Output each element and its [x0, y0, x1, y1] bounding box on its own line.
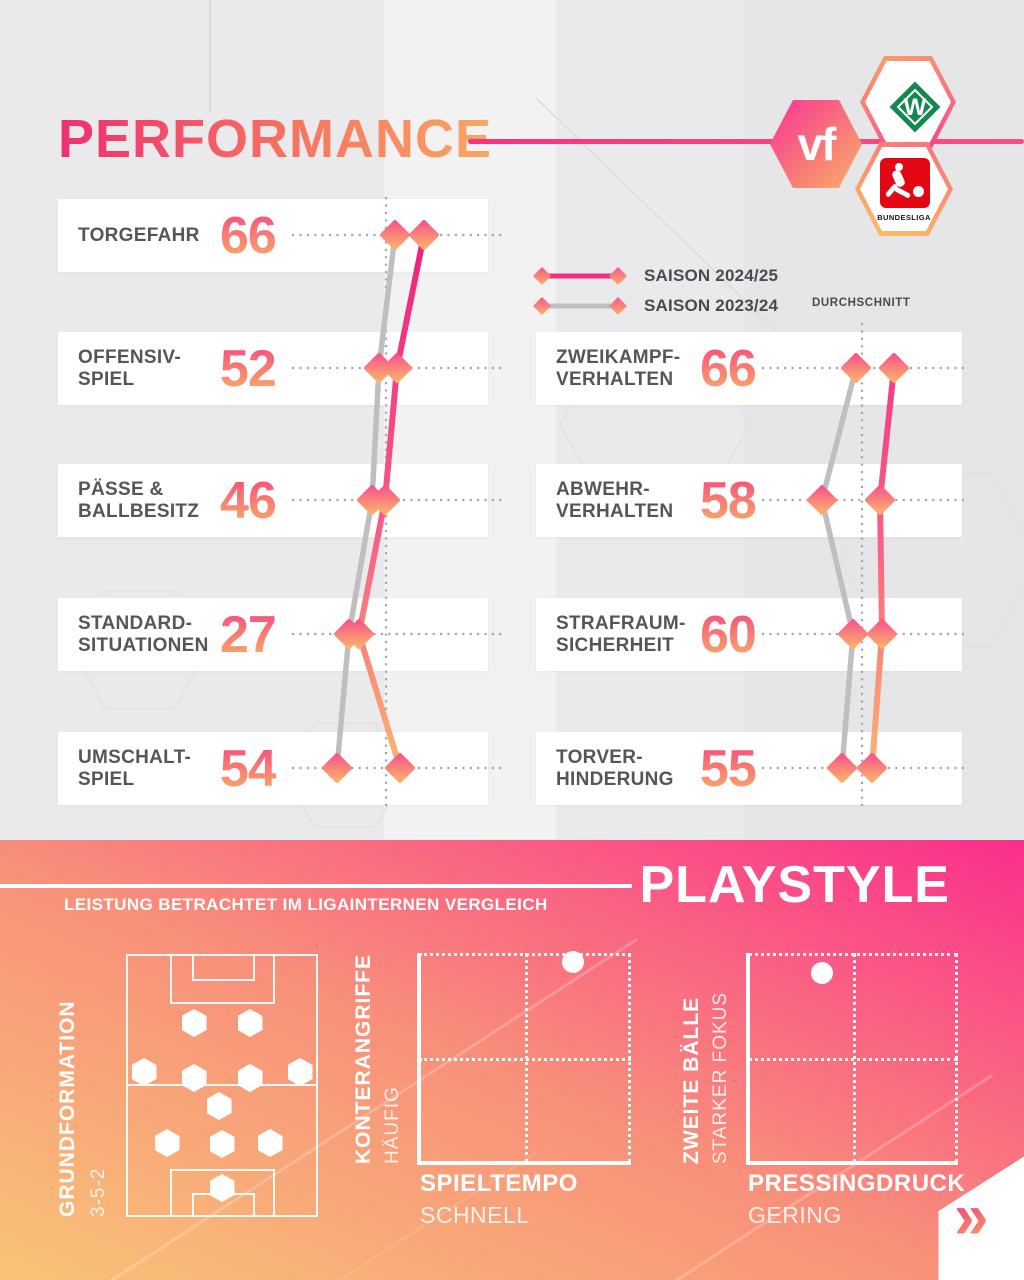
metric-label: TORVER- HINDERUNG	[556, 746, 674, 790]
metric-card: PÄSSE & BALLBESITZ 46	[58, 464, 488, 537]
average-label: DURCHSCHNITT	[812, 297, 911, 309]
player-hexagon	[237, 1009, 263, 1037]
quadrant-chart-pressingdruck	[746, 953, 958, 1165]
legend-item-previous-season: SAISON 2023/24	[528, 293, 778, 319]
metric-value: 52	[220, 339, 277, 398]
y-axis	[746, 953, 750, 1165]
quadrant-chart-spieltempo	[417, 951, 631, 1165]
player-hexagon	[257, 1129, 283, 1157]
metric-card: ZWEIKAMPF- VERHALTEN 66	[536, 332, 962, 405]
metric-value: 46	[220, 471, 277, 530]
playstyle-note: LEISTUNG BETRACHTET IM LIGAINTERNEN VERG…	[64, 895, 548, 914]
player-hexagon	[287, 1058, 313, 1086]
quadrant1-y-value: HÄUFIG	[382, 1086, 403, 1164]
header-connector-line	[468, 139, 1024, 144]
metric-card: OFFENSIV- SPIEL 52	[58, 332, 488, 405]
formation-label: GRUNDFORMATION	[56, 1000, 79, 1217]
quadrant-data-dot	[562, 951, 585, 974]
penalty-box-bottom	[170, 1169, 275, 1217]
metric-label: PÄSSE & BALLBESITZ	[78, 478, 200, 522]
metric-card: UMSCHALT- SPIEL 54	[58, 732, 488, 805]
player-hexagon	[131, 1058, 157, 1086]
bundesliga-logo	[880, 158, 930, 208]
metric-value: 54	[220, 739, 277, 798]
quadrant-gridline	[419, 1058, 631, 1061]
metric-value: 66	[220, 206, 277, 265]
player-hexagon	[237, 1064, 263, 1092]
metric-label: OFFENSIV- SPIEL	[78, 346, 181, 390]
formation-value: 3-5-2	[88, 1167, 109, 1217]
player-hexagon	[209, 1130, 235, 1158]
player-hexagon	[154, 1129, 180, 1157]
player-hexagon	[181, 1064, 207, 1092]
legend-item-current-season: SAISON 2024/25	[528, 263, 778, 289]
metric-card: STANDARD- SITUATIONEN 27	[58, 598, 488, 671]
metric-card: TORGEFAHR 66	[58, 199, 488, 272]
werder-bremen-hexagon: W	[860, 56, 956, 148]
quadrant1-x-value: SCHNELL	[420, 1202, 530, 1228]
metric-value: 66	[700, 339, 757, 398]
playstyle-divider-line	[0, 884, 632, 888]
metric-label: STRAFRAUM- SICHERHEIT	[556, 612, 686, 656]
metric-label: STANDARD- SITUATIONEN	[78, 612, 209, 656]
quadrant2-x-label: PRESSINGDRUCK	[748, 1170, 966, 1197]
metric-card: ABWEHR- VERHALTEN 58	[536, 464, 962, 537]
metric-label: TORGEFAHR	[78, 224, 200, 246]
goal-box-top	[192, 954, 255, 981]
metric-label: UMSCHALT- SPIEL	[78, 746, 192, 790]
playstyle-section: PLAYSTYLE LEISTUNG BETRACHTET IM LIGAINT…	[0, 840, 1024, 1280]
player-hexagon	[181, 1009, 207, 1037]
bundesliga-label: BUNDESLIGA	[877, 213, 931, 222]
quadrant2-y-value: STARKER FOKUS	[710, 991, 731, 1164]
playstyle-title: PLAYSTYLE	[639, 856, 950, 914]
metric-label: ZWEIKAMPF- VERHALTEN	[556, 346, 681, 390]
werder-bremen-logo: W	[889, 81, 941, 133]
metric-label: ABWEHR- VERHALTEN	[556, 478, 674, 522]
vf-logo: vf	[797, 118, 837, 170]
penalty-box-top	[170, 954, 275, 1004]
quadrant1-y-label: KONTERANGRIFFE	[352, 954, 375, 1164]
page-title: PERFORMANCE	[58, 109, 493, 169]
metric-card: STRAFRAUM- SICHERHEIT 60	[536, 598, 962, 671]
quadrant-gridline	[748, 1058, 958, 1061]
legend-label: SAISON 2023/24	[644, 296, 779, 315]
x-axis	[746, 1161, 958, 1165]
metric-value: 55	[700, 739, 757, 798]
formation-pitch	[126, 954, 318, 1217]
metric-card: TORVER- HINDERUNG 55	[536, 732, 962, 805]
legend-line-previous	[533, 297, 627, 315]
quadrant1-x-label: SPIELTEMPO	[420, 1170, 578, 1197]
halfway-line	[128, 1084, 316, 1086]
quadrant-data-dot	[810, 961, 833, 984]
legend-line-current	[533, 267, 627, 285]
y-axis	[417, 953, 421, 1165]
x-axis	[417, 1161, 631, 1165]
metric-value: 27	[220, 605, 277, 664]
metric-value: 60	[700, 605, 757, 664]
quadrant2-x-value: GERING	[748, 1202, 842, 1228]
player-hexagon	[206, 1092, 232, 1120]
legend-label: SAISON 2024/25	[644, 266, 779, 285]
metric-value: 58	[700, 471, 757, 530]
quadrant2-y-label: ZWEITE BÄLLE	[680, 996, 703, 1164]
